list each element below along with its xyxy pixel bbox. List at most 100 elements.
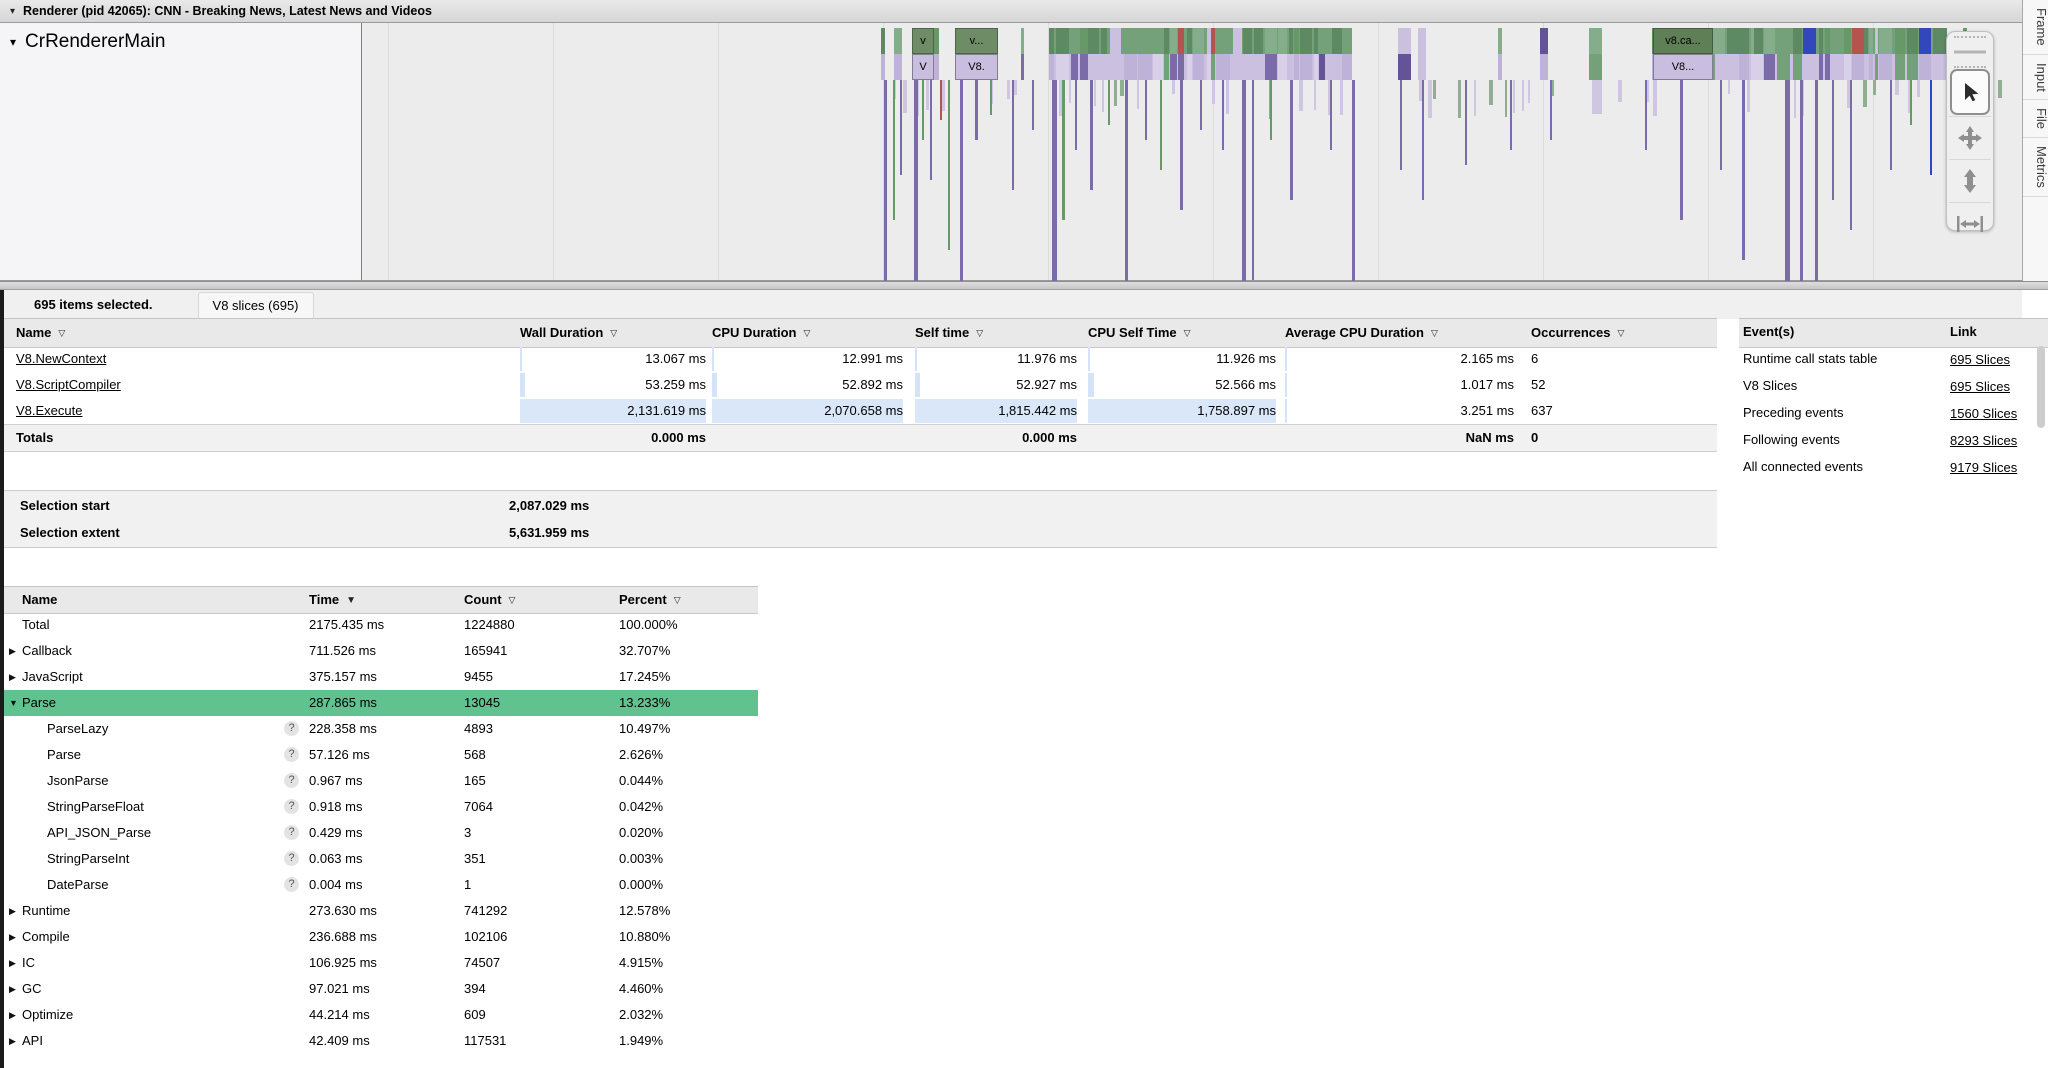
trace-slice[interactable] bbox=[1123, 54, 1137, 80]
collapsed-triangle-icon[interactable]: ▶ bbox=[9, 1010, 16, 1020]
trace-slice[interactable] bbox=[1894, 28, 1905, 54]
trace-slice[interactable] bbox=[1138, 28, 1152, 54]
collapse-triangle-icon[interactable]: ▾ bbox=[10, 5, 16, 17]
trace-slice[interactable] bbox=[1851, 28, 1864, 54]
trace-slice[interactable] bbox=[1498, 54, 1503, 80]
trace-slice[interactable] bbox=[1727, 80, 1730, 95]
column-header-name[interactable]: Name ▽ bbox=[16, 325, 66, 340]
trace-slice[interactable] bbox=[1123, 28, 1137, 54]
trace-slice[interactable] bbox=[1211, 54, 1215, 80]
column-header-cpu[interactable]: CPU Duration ▽ bbox=[712, 325, 811, 340]
trace-slice[interactable] bbox=[1090, 80, 1093, 190]
trace-slice[interactable] bbox=[1193, 54, 1204, 80]
trace-slice[interactable] bbox=[1331, 54, 1342, 80]
trace-slice[interactable] bbox=[1764, 28, 1776, 54]
trace-slice[interactable] bbox=[1056, 28, 1069, 54]
column-header-self[interactable]: Self time ▽ bbox=[915, 325, 984, 340]
trace-slice[interactable] bbox=[1588, 54, 1602, 80]
trace-slice[interactable] bbox=[1222, 80, 1224, 150]
trace-slice[interactable] bbox=[1878, 54, 1892, 80]
trace-slice[interactable] bbox=[1844, 28, 1852, 54]
stats-row[interactable]: ▶ Optimize 44.214 ms 609 2.032% bbox=[4, 1002, 758, 1028]
timeline-track-area[interactable]: v v... v8.ca... V V8. V8... ▾ CrRendererMain bbox=[0, 23, 2027, 328]
trace-slice[interactable] bbox=[1114, 80, 1118, 106]
trace-slice[interactable] bbox=[881, 28, 886, 54]
stats-column-header-time[interactable]: Time ▼ bbox=[309, 592, 357, 607]
trace-slice[interactable] bbox=[1186, 28, 1192, 54]
collapsed-triangle-icon[interactable]: ▶ bbox=[9, 646, 16, 656]
trace-slice[interactable] bbox=[1739, 54, 1749, 80]
trace-slice[interactable] bbox=[1785, 80, 1790, 328]
slice-name-link[interactable]: V8.ScriptCompiler bbox=[16, 377, 121, 392]
stats-column-header-name[interactable]: Name bbox=[22, 592, 58, 607]
labeled-slice[interactable]: V8... bbox=[1653, 54, 1713, 80]
trace-slice[interactable] bbox=[1489, 80, 1493, 106]
trace-slice[interactable] bbox=[1588, 28, 1602, 54]
trace-slice[interactable] bbox=[1521, 80, 1524, 112]
trace-slice[interactable] bbox=[1293, 28, 1299, 54]
slices-link[interactable]: 8293 Slices bbox=[1950, 433, 2018, 448]
trace-slice[interactable] bbox=[960, 80, 963, 328]
trace-slice[interactable] bbox=[1512, 80, 1516, 113]
trace-slice[interactable] bbox=[1550, 80, 1552, 140]
trace-slice[interactable] bbox=[1824, 54, 1830, 80]
trace-slice[interactable] bbox=[1869, 54, 1874, 80]
trace-slice[interactable] bbox=[1715, 54, 1726, 80]
collapsed-triangle-icon[interactable]: ▶ bbox=[9, 932, 16, 942]
trace-slice[interactable] bbox=[900, 80, 902, 175]
collapsed-triangle-icon[interactable]: ▶ bbox=[9, 1036, 16, 1046]
trace-slice[interactable] bbox=[1742, 80, 1745, 260]
trace-slice[interactable] bbox=[1592, 80, 1602, 114]
trace-slice[interactable] bbox=[1754, 54, 1764, 80]
trace-slice[interactable] bbox=[1933, 28, 1947, 54]
trace-slice[interactable] bbox=[1474, 80, 1477, 116]
trace-slice[interactable] bbox=[1432, 80, 1437, 99]
sort-icon[interactable]: ▽ bbox=[508, 595, 516, 605]
help-question-icon[interactable]: ? bbox=[284, 773, 299, 788]
trace-slice[interactable] bbox=[1125, 80, 1128, 328]
trace-slice[interactable] bbox=[1869, 28, 1874, 54]
trace-slice[interactable] bbox=[1342, 28, 1353, 54]
trace-slice[interactable] bbox=[1342, 54, 1353, 80]
trace-slice[interactable] bbox=[1397, 54, 1411, 80]
help-question-icon[interactable]: ? bbox=[284, 825, 299, 840]
trace-slice[interactable] bbox=[1277, 54, 1287, 80]
trace-slice[interactable] bbox=[941, 80, 945, 111]
trace-slice[interactable] bbox=[1136, 80, 1139, 109]
trace-slice[interactable] bbox=[1653, 80, 1657, 116]
trace-slice[interactable] bbox=[1818, 28, 1823, 54]
pan-tool-button[interactable] bbox=[1949, 116, 1991, 159]
trace-slice[interactable] bbox=[1422, 80, 1424, 200]
trace-slice[interactable] bbox=[1910, 80, 1912, 125]
trace-slice[interactable] bbox=[893, 80, 895, 220]
trace-slice[interactable] bbox=[1079, 54, 1088, 80]
trace-slice[interactable] bbox=[1618, 80, 1622, 102]
trace-slice[interactable] bbox=[1290, 80, 1293, 200]
trace-slice[interactable] bbox=[1906, 28, 1918, 54]
trace-slice[interactable] bbox=[1998, 80, 2003, 98]
trace-slice[interactable] bbox=[1058, 80, 1062, 117]
side-tab-metrics[interactable]: Metrics bbox=[2023, 138, 2048, 198]
trace-slice[interactable] bbox=[1164, 28, 1170, 54]
trace-slice[interactable] bbox=[1071, 54, 1078, 80]
trace-slice[interactable] bbox=[1264, 28, 1277, 54]
trace-slice[interactable] bbox=[1894, 54, 1905, 80]
trace-slice[interactable] bbox=[1270, 80, 1272, 140]
trace-slice[interactable] bbox=[1875, 28, 1878, 54]
trace-slice[interactable] bbox=[1012, 80, 1014, 190]
trace-slice[interactable] bbox=[1313, 54, 1318, 80]
trace-slice[interactable] bbox=[1020, 54, 1024, 80]
trace-slice[interactable] bbox=[1101, 80, 1105, 113]
stats-row[interactable]: ParseLazy? 228.358 ms 4893 10.497% bbox=[4, 716, 758, 742]
trace-slice[interactable] bbox=[1510, 80, 1512, 150]
help-question-icon[interactable]: ? bbox=[284, 851, 299, 866]
trace-slice[interactable] bbox=[1056, 54, 1069, 80]
slices-link[interactable]: 695 Slices bbox=[1950, 352, 2010, 367]
trace-slice[interactable] bbox=[1120, 80, 1124, 97]
trace-slice[interactable] bbox=[990, 80, 992, 115]
trace-slice[interactable] bbox=[1109, 54, 1122, 80]
track-collapse-triangle-icon[interactable]: ▾ bbox=[10, 35, 17, 49]
trace-slice[interactable] bbox=[1419, 80, 1423, 101]
collapsed-triangle-icon[interactable]: ▶ bbox=[9, 984, 16, 994]
trace-slice[interactable] bbox=[1186, 54, 1192, 80]
